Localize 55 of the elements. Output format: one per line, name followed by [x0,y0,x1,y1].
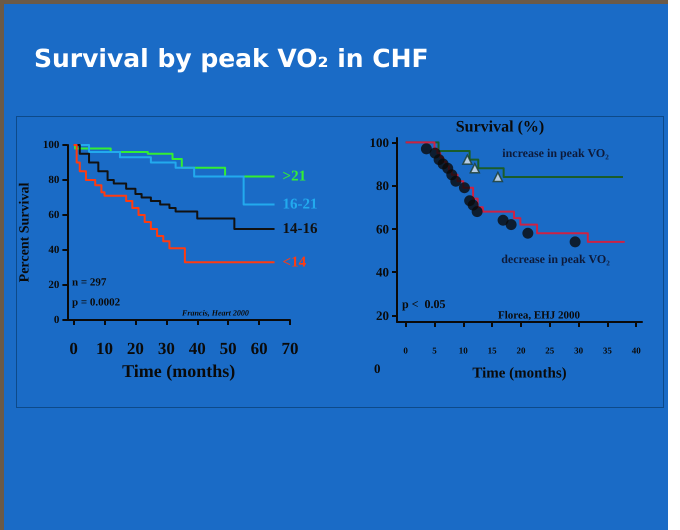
series-label: >21 [282,168,306,184]
x-tick-label: 50 [220,339,237,358]
y-tick-label: 100 [370,134,389,150]
series-label: <14 [282,254,307,270]
x-tick-label: 25 [545,346,555,356]
y-tick-label: 80 [48,174,60,186]
y-tick-label: 40 [376,264,389,280]
y-tick-label: 60 [48,209,60,221]
y-tick-label: 20 [48,279,60,291]
x-tick-label: 20 [516,346,526,356]
point [522,228,534,239]
x-axis-title: Time (months) [472,366,567,382]
x-axis-title: Time (months) [122,360,236,381]
x-tick-label: 0 [69,339,78,358]
x-tick-label: 10 [458,346,468,356]
point [458,182,470,194]
x-tick-label: 70 [282,339,298,358]
y-tick-label: 20 [376,308,389,324]
x-tick-label: 60 [250,339,268,358]
x-tick-label: 30 [574,346,584,356]
annotation: n = 297 [72,276,107,288]
point [450,176,462,187]
series-label: 16-21 [282,196,318,212]
x-tick-label: 30 [158,339,175,358]
point [472,206,483,218]
point [470,163,480,174]
series-label: 14-16 [282,221,318,237]
chart-title: Survival by peak VO₂ in CHF [34,44,429,73]
point [498,214,509,226]
point [506,219,517,230]
annotation: p < 0.05 [402,297,446,311]
y-tick-label: 0 [54,314,60,326]
y-axis-title: Percent Survival [18,182,32,282]
annotation: Florea, EHJ 2000 [498,310,580,322]
point [492,172,504,182]
series-label: decrease in peak VO₂ [501,252,610,266]
x-tick-label: 35 [602,346,612,356]
x-tick-label: 10 [96,339,113,358]
y-tick-label: 60 [376,221,389,236]
y-tick-label: 40 [48,244,60,256]
y-tick-label: 80 [376,178,389,194]
x-tick-label: 15 [488,346,498,356]
y-tick-label: 100 [42,139,60,151]
point [570,236,581,248]
annotation: p = 0.0002 [72,296,121,308]
x-tick-label: 5 [432,346,438,356]
x-tick-label: 0 [403,346,408,356]
point [462,154,473,165]
chart-title: Survival (%) [456,118,544,136]
x-tick-label: 40 [632,346,642,356]
series-label: increase in peak VO₂ [502,146,610,160]
x-tick-label: 40 [188,339,206,358]
x-tick-label: 20 [126,339,144,358]
annotation: Francis, Heart 2000 [181,308,249,318]
point [420,143,432,154]
